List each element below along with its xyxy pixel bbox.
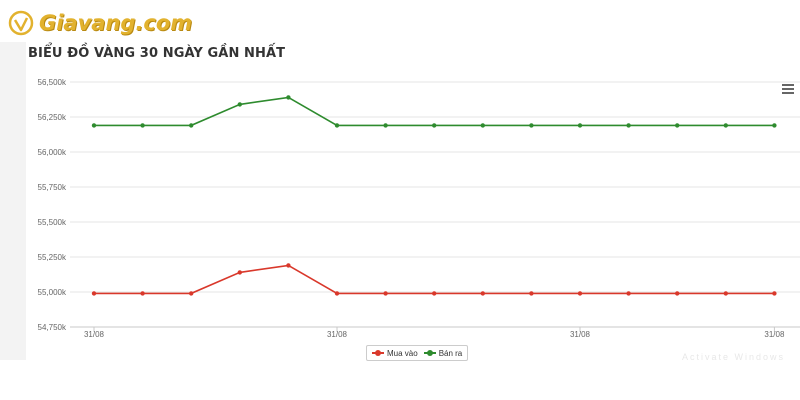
data-point [626,123,631,128]
data-point [91,291,97,296]
series-line-1 [94,96,775,127]
site-logo[interactable]: Giavang.com [8,10,192,36]
legend-symbol-buy-icon [372,349,384,357]
y-tick-label: 56,250k [38,113,67,122]
data-point [140,123,145,128]
data-point [334,123,340,128]
x-tick-label: 31/08 [764,330,785,339]
os-watermark: Activate Windows [682,352,786,362]
data-point [723,291,728,296]
data-point [577,291,583,296]
data-point [529,291,534,296]
data-point [383,291,388,296]
series-line-0 [94,264,775,295]
y-tick-label: 55,500k [38,218,67,227]
chart-legend: Mua vào Bán ra [366,345,469,361]
y-tick-label: 54,750k [38,323,67,332]
data-point [772,123,777,128]
left-panel-strip [0,42,26,360]
data-point [480,123,485,128]
data-point [91,123,97,128]
data-point [237,270,242,275]
data-point [432,291,437,296]
data-point [432,123,437,128]
data-point [189,291,194,296]
x-tick-label: 31/08 [570,330,591,339]
legend-item-sell[interactable]: Bán ra [423,348,463,358]
data-point [189,123,194,128]
data-point [723,123,728,128]
logo-emblem-icon [8,10,34,36]
data-point [383,123,388,128]
legend-label-buy: Mua vào [387,348,418,358]
legend-label-sell: Bán ra [438,348,463,358]
data-point [140,291,145,296]
data-point [286,263,291,268]
data-point [772,291,777,296]
chart-menu-icon[interactable] [782,84,794,94]
data-point [626,291,631,296]
x-tick-label: 31/08 [84,330,105,339]
x-tick-label: 31/08 [327,330,348,339]
data-point [237,102,242,107]
y-tick-label: 55,000k [38,288,67,297]
logo-text: Giavang.com [39,11,193,35]
data-point [675,123,680,128]
y-tick-label: 55,250k [38,253,67,262]
y-tick-label: 56,500k [38,78,67,87]
legend-symbol-sell-icon [423,349,436,357]
data-point [675,291,680,296]
chart-title: BIỂU ĐỒ VÀNG 30 NGÀY GẦN NHẤT [28,46,286,61]
y-tick-label: 56,000k [38,148,67,157]
legend-item-buy[interactable]: Mua vào [372,349,418,358]
data-point [480,291,485,296]
data-point [286,95,291,100]
data-point [529,123,534,128]
data-point [334,291,340,296]
data-point [577,123,583,128]
y-tick-label: 55,750k [38,183,67,192]
